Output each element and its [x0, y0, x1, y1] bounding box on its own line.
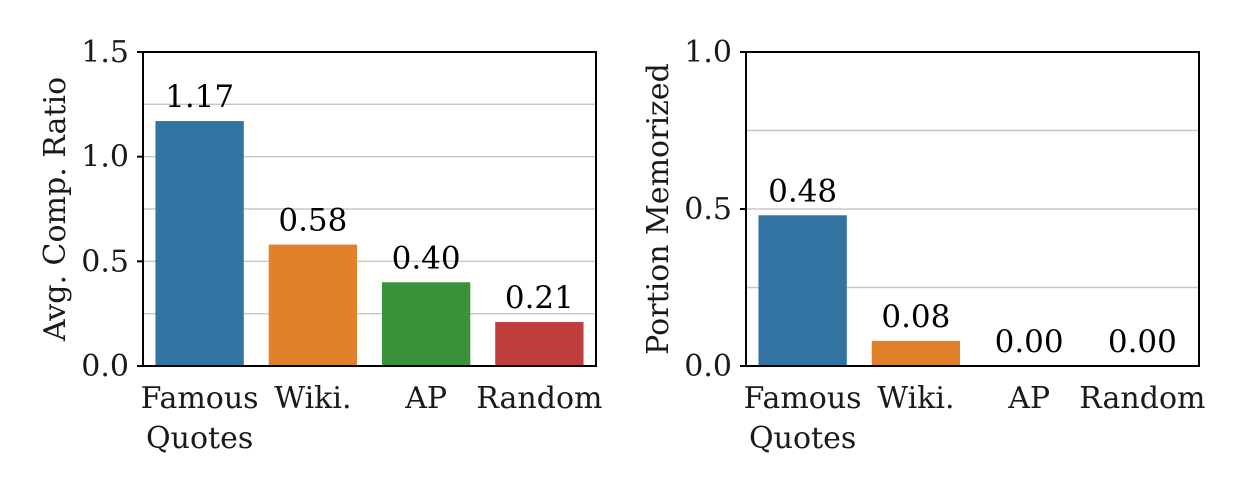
- bar-2: [381, 282, 471, 366]
- x-tick-label-line: Wiki.: [877, 381, 954, 416]
- x-tick-label-line: Famous: [744, 381, 862, 416]
- x-tick-label-3: Random: [476, 381, 602, 416]
- x-tick-label-line: Wiki.: [274, 381, 351, 416]
- x-tick-label-line: Quotes: [749, 421, 856, 456]
- value-label-2: 0.00: [995, 324, 1064, 360]
- x-tick-label-2: AP: [1007, 381, 1050, 416]
- bar-1: [871, 340, 961, 366]
- chart-panel-1: 1.17 0.58 0.40 0.21 0.0 0.5 1.0 1.5 Famous Quotes…: [38, 35, 602, 456]
- x-tick-label-1: Wiki.: [274, 381, 351, 416]
- y-tick-label: 0.5: [684, 192, 732, 227]
- chart-panel-2: 0.48 0.08 0.00 0.00 0.0 0.5 1.0 Famous Quotes Wik…: [641, 35, 1205, 456]
- x-tick-label-3: Random: [1079, 381, 1205, 416]
- y-tick-label: 0.0: [684, 349, 732, 384]
- y-tick-label: 1.0: [81, 140, 129, 175]
- value-label-3: 0.21: [505, 280, 574, 316]
- x-tick-label-line: Quotes: [146, 421, 253, 456]
- value-label-0: 0.48: [768, 173, 837, 209]
- x-tick-label-line: Random: [1079, 381, 1205, 416]
- value-label-3: 0.00: [1108, 324, 1177, 360]
- y-axis-label: Portion Memorized: [641, 63, 676, 355]
- x-tick-label-2: AP: [404, 381, 447, 416]
- bar-3: [495, 322, 584, 366]
- value-label-1: 0.58: [278, 203, 347, 239]
- bar-0: [758, 215, 847, 366]
- x-tick-label-0: Famous Quotes: [141, 381, 259, 456]
- plot-frame: [142, 51, 597, 367]
- value-label-0: 1.17: [165, 79, 234, 115]
- x-tick-label-line: AP: [404, 381, 447, 416]
- bar-0: [155, 121, 244, 366]
- x-tick-label-0: Famous Quotes: [744, 381, 862, 456]
- y-tick-label: 0.5: [81, 244, 129, 279]
- x-tick-label-line: AP: [1007, 381, 1050, 416]
- x-tick-label-1: Wiki.: [877, 381, 954, 416]
- y-tick-label: 0.0: [81, 349, 129, 384]
- y-axis-label: Avg. Comp. Ratio: [38, 77, 73, 342]
- y-tick-label: 1.0: [684, 35, 732, 70]
- value-label-1: 0.08: [881, 299, 950, 335]
- value-label-2: 0.40: [392, 240, 461, 276]
- x-tick-label-line: Famous: [141, 381, 259, 416]
- x-tick-label-line: Random: [476, 381, 602, 416]
- bar-1: [268, 244, 358, 366]
- y-tick-label: 1.5: [81, 35, 129, 70]
